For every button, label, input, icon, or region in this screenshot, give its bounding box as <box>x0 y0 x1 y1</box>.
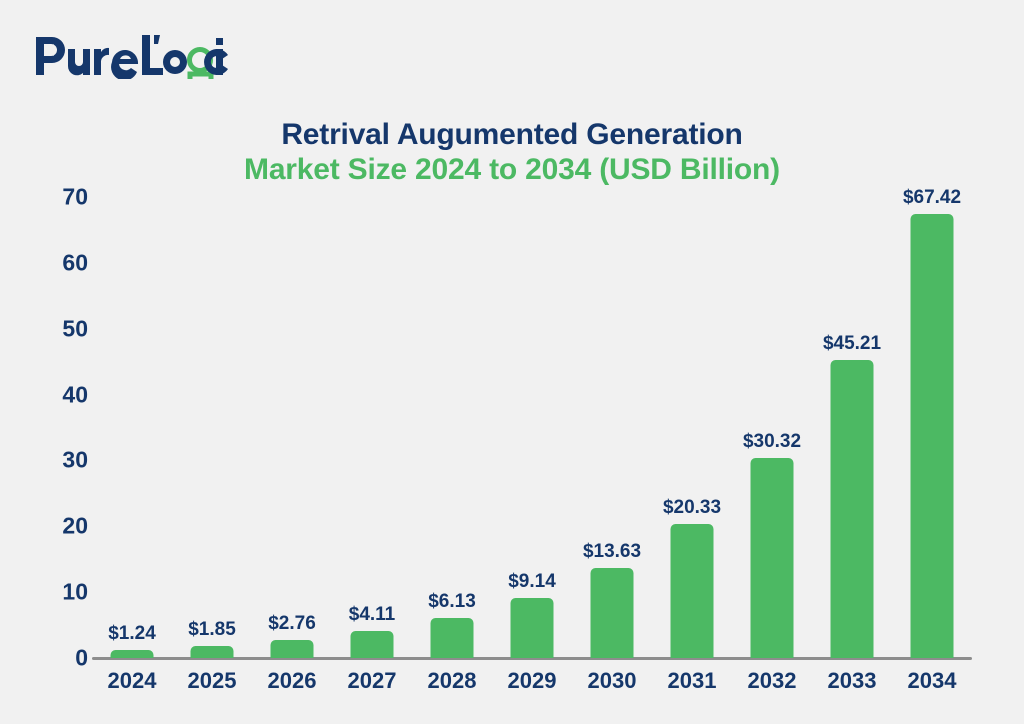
bar[interactable] <box>590 568 634 658</box>
x-axis-tick-label: 2033 <box>827 668 877 693</box>
bar[interactable] <box>750 458 794 658</box>
bar-group: $13.63 2030 <box>572 0 652 724</box>
bar-group: $67.42 2034 <box>892 0 972 724</box>
bar-group: $30.32 2032 <box>732 0 812 724</box>
chart-title-block: Retrival Augumented Generation Market Si… <box>0 118 1024 189</box>
bar-value-label: $9.14 <box>508 570 556 592</box>
bar[interactable] <box>190 645 234 658</box>
x-axis-tick-label: 2032 <box>747 668 797 693</box>
page-title: Retrival Augumented Generation <box>281 118 743 151</box>
bar-group: $9.14 2029 <box>492 0 572 724</box>
bar-group: $2.76 2026 <box>252 0 332 724</box>
bar[interactable] <box>910 214 954 658</box>
bar-value-label: $1.85 <box>188 618 236 640</box>
x-axis-tick-label: 2026 <box>267 668 317 693</box>
bar-value-label: $4.11 <box>348 603 396 625</box>
bar-value-label: $30.32 <box>742 431 802 453</box>
bar-group: $45.21 2033 <box>812 0 892 724</box>
x-axis-tick-label: 2028 <box>427 668 477 693</box>
y-axis-tick-label: 20 <box>62 512 88 539</box>
x-axis-tick-label: 2030 <box>587 668 637 693</box>
bar-value-label: $20.33 <box>662 497 722 519</box>
brand-logo <box>34 33 234 79</box>
purelogics-logo-icon <box>36 35 228 79</box>
x-axis-tick-label: 2031 <box>667 668 717 693</box>
y-axis-tick-label: 70 <box>62 183 88 210</box>
y-axis-tick-label: 60 <box>62 249 88 276</box>
y-axis-tick-label: 40 <box>62 381 88 408</box>
bar-value-label: $1.24 <box>108 622 156 644</box>
x-axis-tick-label: 2024 <box>107 668 157 693</box>
bar[interactable] <box>670 524 714 658</box>
bar[interactable] <box>510 597 554 658</box>
x-axis-tick-label: 2025 <box>187 668 237 693</box>
x-axis-tick-label: 2029 <box>507 668 557 693</box>
bars-layer: $1.24 2024 $1.85 2025 $2.76 2026 $4.11 2027 $6.1… <box>92 0 972 724</box>
bar-group: $6.13 2028 <box>412 0 492 724</box>
y-axis-tick-label: 10 <box>62 578 88 605</box>
y-axis-tick-label: 50 <box>62 315 88 342</box>
bar-value-label: $67.42 <box>902 186 962 208</box>
bar[interactable] <box>110 649 154 658</box>
bar[interactable] <box>350 630 394 658</box>
bar-value-label: $6.13 <box>428 590 476 612</box>
bar-group: $1.24 2024 <box>92 0 172 724</box>
page-subtitle: Market Size 2024 to 2034 (USD Billion) <box>244 153 780 186</box>
bar-group: $1.85 2025 <box>172 0 252 724</box>
y-axis-tick-label: 0 <box>75 644 88 671</box>
y-axis-tick-label: 30 <box>62 446 88 473</box>
y-axis: 0 10 20 30 40 50 60 70 <box>30 0 88 724</box>
bar[interactable] <box>270 639 314 658</box>
x-axis-line <box>92 657 972 660</box>
bar-group: $20.33 2031 <box>652 0 732 724</box>
bar-value-label: $2.76 <box>268 612 316 634</box>
bar[interactable] <box>830 360 874 658</box>
x-axis-tick-label: 2027 <box>347 668 397 693</box>
bar-value-label: $45.21 <box>822 333 882 355</box>
bar-value-label: $13.63 <box>582 541 642 563</box>
bar-group: $4.11 2027 <box>332 0 412 724</box>
x-axis-tick-label: 2034 <box>907 668 957 693</box>
bar[interactable] <box>430 617 474 658</box>
